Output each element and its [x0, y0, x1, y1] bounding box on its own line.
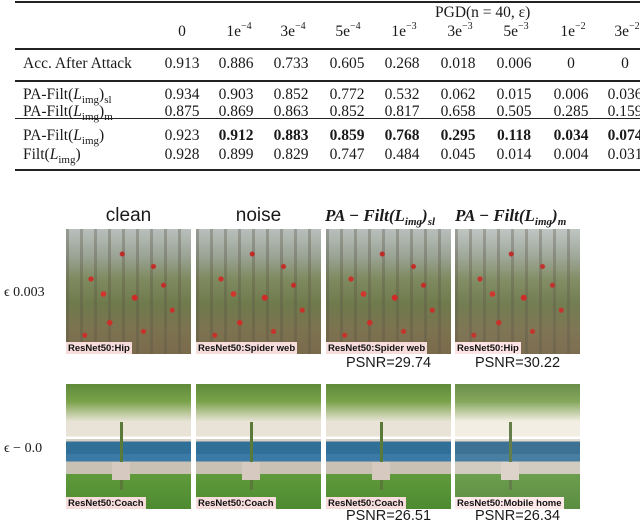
prediction-label: ResNet50:Coach: [66, 497, 146, 509]
table-cell: 0.899: [218, 146, 254, 163]
table-cell-best: 0.074: [607, 127, 640, 144]
table-cell: 0.928: [164, 146, 200, 163]
table-mid-rule: [15, 118, 640, 119]
table-cell: 0.014: [496, 146, 532, 163]
image-pa-filt-sl-train: ResNet50:Coach: [326, 384, 451, 509]
table-cell: 0.747: [329, 146, 365, 163]
table-cell: 0.829: [273, 146, 309, 163]
row-label: Acc. After Attack: [23, 55, 132, 72]
table-cell: 0.159: [607, 103, 640, 120]
table-cell: 0.006: [496, 55, 532, 72]
col-header: 5e−3: [503, 21, 529, 41]
prediction-label: ResNet50:Mobile home: [455, 497, 564, 509]
table-cell: 0.015: [496, 86, 532, 103]
table-cell-best: 0.883: [273, 127, 309, 144]
image-clean-train: ResNet50:Coach: [66, 384, 191, 509]
col-header: 1e−2: [560, 21, 586, 41]
prediction-label: ResNet50:Spider web: [196, 342, 298, 354]
epsilon-label: ϵ − 0.0: [4, 441, 43, 456]
table-cell-best: 0.295: [440, 127, 476, 144]
table-cell: 0.006: [553, 86, 589, 103]
table-cell-best: 0.118: [496, 127, 532, 144]
table-cell: 0.733: [273, 55, 309, 72]
table-cell: 0.018: [440, 55, 476, 72]
table-cell-best: 0.859: [329, 127, 365, 144]
image-noise-forest: ResNet50:Spider web: [196, 229, 321, 354]
prediction-label: ResNet50:Hip: [66, 342, 132, 354]
image-pa-filt-sl-forest: ResNet50:Spider web: [326, 229, 451, 354]
psnr-value: PSNR=26.34: [474, 508, 561, 524]
psnr-value: PSNR=29.74: [345, 355, 432, 371]
psnr-value: PSNR=30.22: [474, 355, 561, 371]
psnr-value: PSNR=26.51: [345, 508, 432, 524]
utility-box: [112, 461, 130, 481]
image-clean-forest: ResNet50:Hip: [66, 229, 191, 354]
table-cell: 0.852: [329, 103, 365, 120]
table-cell: 0.817: [384, 103, 420, 120]
tree-trunk: [119, 421, 123, 491]
column-title-pa-filt-m: PA − Filt(Limg)m: [455, 206, 567, 228]
table-top-rule: [15, 1, 640, 3]
tree-trunk: [249, 421, 253, 491]
column-title-clean: clean: [105, 205, 152, 226]
col-header: 1e−4: [226, 21, 252, 41]
row-label: Filt(Limg): [23, 146, 81, 166]
col-header: 5e−4: [335, 21, 361, 41]
table-cell: 0.869: [218, 103, 254, 120]
table-cell: 0.772: [329, 86, 365, 103]
table-cell: 0.886: [218, 55, 254, 72]
table-cell: 0.875: [164, 103, 200, 120]
table-cell: 0.036: [607, 86, 640, 103]
table-cell: 0.004: [553, 146, 589, 163]
table-cell: 0.268: [384, 55, 420, 72]
table-cell: 0.923: [164, 127, 200, 144]
table-cell: 0.045: [440, 146, 476, 163]
col-header: 3e−2: [614, 21, 640, 41]
table-cell: 0.285: [553, 103, 589, 120]
table-cell: 0.913: [164, 55, 200, 72]
row-label: PA-Filt(Limg)sl: [23, 86, 112, 106]
table-body-rule: [15, 80, 640, 82]
table-cell-best: 0.768: [384, 127, 420, 144]
table-cell-best: 0.034: [553, 127, 589, 144]
table-cell-best: 0.912: [218, 127, 254, 144]
table-cell: 0.605: [329, 55, 365, 72]
col-header: 0: [178, 23, 186, 40]
col-header: 3e−3: [447, 21, 473, 41]
image-noise-train: ResNet50:Coach: [196, 384, 321, 509]
table-cell: 0.031: [607, 146, 640, 163]
prediction-label: ResNet50:Coach: [196, 497, 276, 509]
pgd-group-header: PGD(n = 40, ε): [435, 4, 531, 21]
table-cell: 0.934: [164, 86, 200, 103]
table-cell: 0.863: [273, 103, 309, 120]
table-cell: 0: [567, 55, 575, 72]
image-pa-filt-m-forest: ResNet50:Hip: [455, 229, 580, 354]
tree-trunk: [379, 421, 383, 491]
table-header-rule: [15, 48, 640, 50]
prediction-label: ResNet50:Coach: [326, 497, 406, 509]
utility-box: [501, 461, 519, 481]
epsilon-label: ϵ 0.003: [4, 285, 45, 300]
image-pa-filt-m-train: ResNet50:Mobile home: [455, 384, 580, 509]
row-label: PA-Filt(Limg): [23, 127, 105, 147]
table-cell: 0.532: [384, 86, 420, 103]
column-title-pa-filt-sl: PA − Filt(Limg)sl: [325, 206, 436, 228]
row-label: PA-Filt(Limg)m: [23, 103, 113, 123]
prediction-label: ResNet50:Spider web: [326, 342, 428, 354]
table-cell: 0.903: [218, 86, 254, 103]
col-header: 3e−4: [280, 21, 306, 41]
table-cell: 0.062: [440, 86, 476, 103]
tree-trunk: [508, 421, 512, 491]
table-cell: 0.505: [496, 103, 532, 120]
column-title-noise: noise: [235, 205, 282, 226]
col-header: 1e−3: [391, 21, 417, 41]
table-bottom-rule: [15, 169, 640, 171]
utility-box: [242, 461, 260, 481]
table-cell: 0: [621, 55, 629, 72]
table-cell: 0.484: [384, 146, 420, 163]
table-cell: 0.852: [273, 86, 309, 103]
utility-box: [372, 461, 390, 481]
prediction-label: ResNet50:Hip: [455, 342, 521, 354]
table-cell: 0.658: [440, 103, 476, 120]
